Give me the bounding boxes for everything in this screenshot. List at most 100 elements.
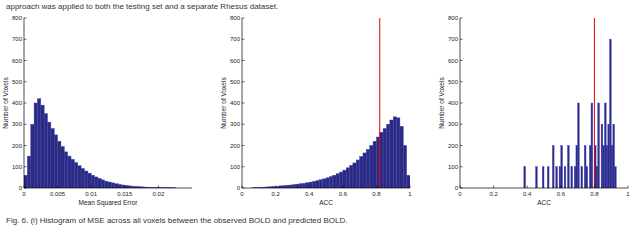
histogram-bar — [51, 129, 54, 189]
histogram-bar — [571, 167, 573, 188]
x-axis-label: ACC — [537, 199, 551, 206]
y-tick-label: 500 — [12, 79, 23, 85]
x-tick — [242, 186, 243, 189]
y-tick-label: 800 — [230, 15, 241, 21]
histogram-bar — [363, 153, 366, 188]
histogram-bar — [105, 181, 108, 188]
x-tick-label: 0 — [240, 191, 244, 197]
histogram-panel: 010020030040050060070080000.20.40.60.81A… — [220, 15, 412, 206]
y-tick-label: 200 — [12, 143, 23, 149]
histogram-bar — [397, 118, 400, 188]
histogram-bar — [88, 173, 91, 188]
y-tick-label: 800 — [448, 15, 459, 21]
y-tick — [242, 103, 245, 104]
x-tick-label: 0.6 — [339, 191, 348, 197]
histogram-bar — [319, 180, 322, 188]
y-tick-label: 600 — [12, 58, 23, 64]
histogram-bar — [556, 167, 558, 188]
y-tick-label: 400 — [448, 100, 459, 106]
y-tick — [242, 166, 245, 167]
y-tick — [460, 188, 463, 189]
histogram-bar — [27, 156, 30, 188]
x-tick-label: 0.8 — [590, 191, 599, 197]
histogram-bar — [610, 39, 612, 188]
y-tick-label: 700 — [230, 36, 241, 42]
histogram-bar — [613, 124, 615, 188]
caption: Fig. 6. (i) Histogram of MSE across all … — [6, 216, 347, 225]
histogram-bar — [536, 167, 538, 188]
histogram-bar — [403, 146, 406, 189]
x-tick — [560, 186, 561, 189]
intro-text: approach was applied to both the testing… — [6, 2, 278, 11]
histogram-bar — [74, 163, 77, 189]
y-tick-label: 200 — [230, 143, 241, 149]
x-axis — [242, 188, 410, 189]
histogram-bar — [98, 178, 101, 188]
y-tick-label: 300 — [230, 121, 241, 127]
x-tick-label: 0 — [458, 191, 462, 197]
histogram-bar — [54, 135, 57, 188]
x-tick — [309, 186, 310, 189]
histogram-bar — [576, 146, 578, 189]
histogram-bar — [390, 120, 393, 188]
histogram-bar — [356, 160, 359, 188]
histogram-bar — [115, 184, 118, 188]
histogram-bar — [559, 167, 561, 188]
y-tick — [24, 124, 27, 125]
histogram-bar — [386, 124, 389, 188]
x-tick-label: 1 — [408, 191, 412, 197]
histogram-bar — [561, 146, 563, 189]
x-tick — [275, 186, 276, 189]
x-tick-label: 0.02 — [153, 191, 165, 197]
x-tick — [594, 186, 595, 189]
histogram-bar — [34, 103, 37, 188]
histogram-bar — [44, 114, 47, 188]
histogram-bar — [552, 146, 554, 189]
x-axis-label: Mean Squared Error — [79, 199, 139, 207]
histogram-bar — [286, 185, 289, 188]
y-tick-label: 100 — [12, 164, 23, 170]
histogram-bar — [591, 103, 593, 188]
histogram-bar — [118, 184, 121, 188]
x-tick-label: 0.4 — [523, 191, 532, 197]
histogram-bar — [91, 175, 94, 188]
histogram-bar — [584, 146, 586, 189]
histogram-bar — [366, 149, 369, 188]
histogram-bar — [353, 163, 356, 188]
histogram-bar — [24, 175, 27, 188]
y-tick — [24, 188, 27, 189]
histogram-bar — [282, 186, 285, 188]
x-tick-label: 0.2 — [271, 191, 280, 197]
histogram-bar — [101, 180, 104, 188]
histogram-bar — [306, 183, 309, 188]
histogram-panel: 010020030040050060070080000.0050.010.015… — [2, 15, 192, 207]
y-axis-label: Number of Voxels — [2, 77, 9, 129]
histogram-bar — [81, 168, 84, 188]
histogram-bar — [400, 126, 403, 188]
histogram-bar — [370, 146, 373, 189]
histogram-bar — [31, 124, 34, 188]
histogram-bar — [383, 129, 386, 189]
y-tick-label: 400 — [230, 100, 241, 106]
histogram-bar — [598, 103, 600, 188]
y-tick-label: 200 — [448, 143, 459, 149]
histogram-bar — [41, 105, 44, 188]
histogram-bar — [309, 182, 312, 188]
x-tick-label: 0.8 — [372, 191, 381, 197]
x-tick — [158, 186, 159, 189]
histogram-bar — [524, 167, 526, 188]
y-tick-label: 600 — [230, 58, 241, 64]
x-tick-label: 0.01 — [85, 191, 97, 197]
figure: approach was applied to both the testing… — [0, 0, 640, 227]
histogram-bar — [547, 167, 549, 188]
histogram-bar — [289, 185, 292, 188]
histogram-bar — [64, 152, 67, 188]
bars — [524, 39, 616, 188]
y-tick-label: 400 — [12, 100, 23, 106]
x-tick — [376, 186, 377, 189]
histogram-bar — [302, 183, 305, 188]
x-axis — [460, 188, 628, 189]
histogram-bar — [574, 167, 576, 188]
y-tick-label: 300 — [12, 121, 23, 127]
y-tick — [460, 18, 463, 19]
